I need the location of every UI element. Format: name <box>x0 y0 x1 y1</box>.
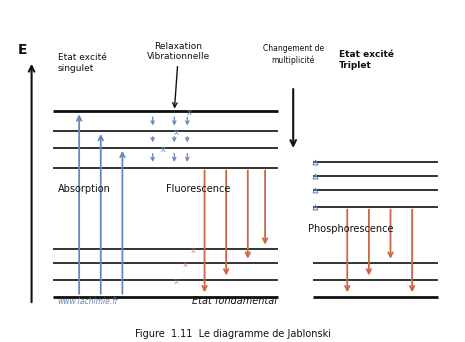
Text: x: x <box>187 108 192 117</box>
Text: x: x <box>191 246 196 255</box>
Text: Etat fondamental: Etat fondamental <box>193 297 277 306</box>
Text: www.lachimie.fr: www.lachimie.fr <box>58 298 119 306</box>
Text: Phosphorescence: Phosphorescence <box>308 224 394 234</box>
Text: E: E <box>18 43 28 57</box>
Text: Changement de
multiplicité: Changement de multiplicité <box>263 44 324 65</box>
Text: Relaxation
Vibrationnelle: Relaxation Vibrationnelle <box>147 42 210 107</box>
Text: x: x <box>174 277 179 286</box>
Text: Etat excité
Triplet: Etat excité Triplet <box>339 50 393 70</box>
Text: Etat excité
singulet: Etat excité singulet <box>58 53 106 73</box>
Text: Absorption: Absorption <box>58 184 110 194</box>
Text: x: x <box>174 128 179 137</box>
Text: x: x <box>161 145 166 154</box>
Text: Fluorescence: Fluorescence <box>166 184 230 194</box>
Text: Figure  1.11  Le diagramme de Jablonski: Figure 1.11 Le diagramme de Jablonski <box>134 329 331 339</box>
Text: x: x <box>183 260 187 269</box>
